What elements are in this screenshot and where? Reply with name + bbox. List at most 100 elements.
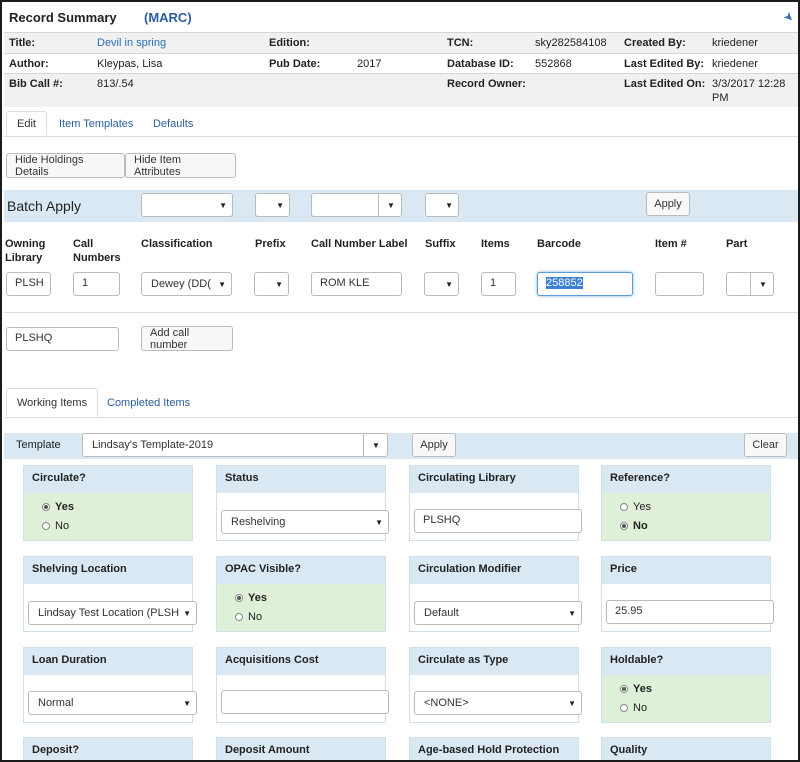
status-select[interactable]: Reshelving ▼ [221,510,389,534]
owning-library-input[interactable]: PLSH [6,272,51,296]
circulating-library-body: PLSHQ [410,493,582,540]
batch-prefix-select[interactable]: ▼ [255,193,290,217]
title-value[interactable]: Devil in spring [97,37,167,49]
items-input[interactable]: 1 [481,272,516,296]
caret-down-icon: ▼ [218,280,226,289]
holdable-options: Yes No [602,675,770,722]
batch-label-dropdown[interactable]: ▼ [378,193,402,217]
reference-yes-radio[interactable]: Yes [620,501,651,513]
acquisitions-cost-title: Acquisitions Cost [217,648,385,675]
caret-down-icon: ▼ [276,201,284,210]
acquisitions-cost-card: Acquisitions Cost [216,647,389,723]
item-num-input[interactable] [655,272,704,296]
tab-working-items[interactable]: Working Items [6,388,99,417]
pin-icon[interactable]: ➤ [780,8,798,26]
part-input[interactable] [726,272,751,296]
deposit-amount-card: Deposit Amount [216,737,386,760]
reference-title: Reference? [602,466,770,493]
item-num-header: Item # [655,238,687,250]
holdable-no-label: No [633,702,648,714]
circulating-library-input[interactable]: PLSHQ [414,509,582,533]
summary-row-1: Title: Devil in spring Edition: TCN: sky… [4,32,798,53]
caret-down-icon: ▼ [387,201,395,210]
radio-selected-icon [42,503,50,511]
owning-library-header: Owning Library [5,237,45,265]
template-clear-button[interactable]: Clear [744,433,787,457]
holdable-no-radio[interactable]: No [620,702,647,714]
opac-no-radio[interactable]: No [235,611,262,623]
tab-item-templates[interactable]: Item Templates [59,117,134,130]
batch-classification-select[interactable]: ▼ [141,193,233,217]
tab-defaults[interactable]: Defaults [153,117,194,130]
summary-row-3: Bib Call #: 813/.54 Record Owner: Last E… [4,73,798,107]
shelving-location-select[interactable]: Lindsay Test Location (PLSH ▼ [28,601,197,625]
batch-label-input[interactable] [311,193,379,217]
price-input[interactable]: 25.95 [606,600,774,624]
circulate-as-type-select[interactable]: <NONE> ▼ [414,691,582,715]
circulate-yes-radio[interactable]: Yes [42,501,74,513]
caret-down-icon: ▼ [445,201,453,210]
holdable-yes-label: Yes [633,683,652,695]
circulation-modifier-select[interactable]: Default ▼ [414,601,582,625]
call-number-label-header: Call Number Label [311,238,408,250]
radio-unselected-icon [620,704,628,712]
prefix-select[interactable]: ▼ [254,272,289,296]
radio-selected-icon [620,685,628,693]
template-apply-button[interactable]: Apply [412,433,456,457]
template-select[interactable]: Lindsay's Template-2019 [82,433,364,457]
bib-call-value: 813/.54 [97,78,134,90]
summary-row-2: Author: Kleypas, Lisa Pub Date: 2017 Dat… [4,53,798,73]
barcode-header: Barcode [537,238,582,250]
reference-options: Yes No [602,493,770,540]
holdable-yes-radio[interactable]: Yes [620,683,652,695]
hide-item-attributes-button[interactable]: Hide Item Attributes [125,153,236,178]
editor-tabs: Edit Item Templates Defaults [4,111,798,137]
reference-card: Reference? Yes No [601,465,771,541]
last-edited-by-value: kriedener [712,58,758,70]
tab-completed-items[interactable]: Completed Items [107,396,191,409]
add-call-number-button[interactable]: Add call number [141,326,233,351]
author-label: Author: [9,58,49,70]
pub-date-label: Pub Date: [269,58,321,70]
suffix-select[interactable]: ▼ [424,272,459,296]
circulate-as-type-value: <NONE> [424,697,469,709]
prefix-header: Prefix [255,238,286,250]
opac-visible-options: Yes No [217,584,385,631]
price-card: Price 25.95 [601,556,774,632]
tab-edit[interactable]: Edit [6,111,47,136]
loan-duration-title: Loan Duration [24,648,192,675]
opac-yes-radio[interactable]: Yes [235,592,267,604]
owning-library-header-line2: Library [5,252,43,264]
batch-apply-label: Batch Apply [7,198,81,214]
batch-apply-button[interactable]: Apply [646,192,690,216]
circulate-as-type-body: <NONE> ▼ [410,675,582,722]
part-header: Part [726,238,748,250]
reference-no-radio[interactable]: No [620,520,648,532]
holding-library-input[interactable]: PLSHQ [6,327,119,351]
call-numbers-header-line1: Call [73,238,94,250]
circulating-library-title: Circulating Library [410,466,578,493]
barcode-input[interactable]: 258852 [537,272,633,296]
loan-duration-card: Loan Duration Normal ▼ [23,647,197,723]
hide-holdings-button[interactable]: Hide Holdings Details [6,153,125,178]
call-number-label-input[interactable]: ROM KLE [311,272,402,296]
circulate-options: Yes No [24,493,192,540]
classification-select[interactable]: Dewey (DD(▼ [141,272,232,296]
part-dropdown[interactable]: ▼ [750,272,774,296]
marc-link[interactable]: (MARC) [144,10,192,25]
acquisitions-cost-input[interactable] [221,690,389,714]
template-selected-value: Lindsay's Template-2019 [92,439,214,451]
caret-down-icon: ▼ [568,699,576,708]
radio-selected-icon [235,594,243,602]
circulation-modifier-body: Default ▼ [410,584,582,631]
title-label: Title: [9,37,36,49]
caret-down-icon: ▼ [183,609,191,618]
circulate-no-radio[interactable]: No [42,520,69,532]
tcn-label: TCN: [447,37,474,49]
loan-duration-select[interactable]: Normal ▼ [28,691,197,715]
template-dropdown[interactable]: ▼ [363,433,388,457]
opac-visible-title: OPAC Visible? [217,557,385,584]
batch-suffix-select[interactable]: ▼ [425,193,459,217]
call-numbers-input[interactable]: 1 [73,272,120,296]
circulate-no-label: No [55,520,70,532]
